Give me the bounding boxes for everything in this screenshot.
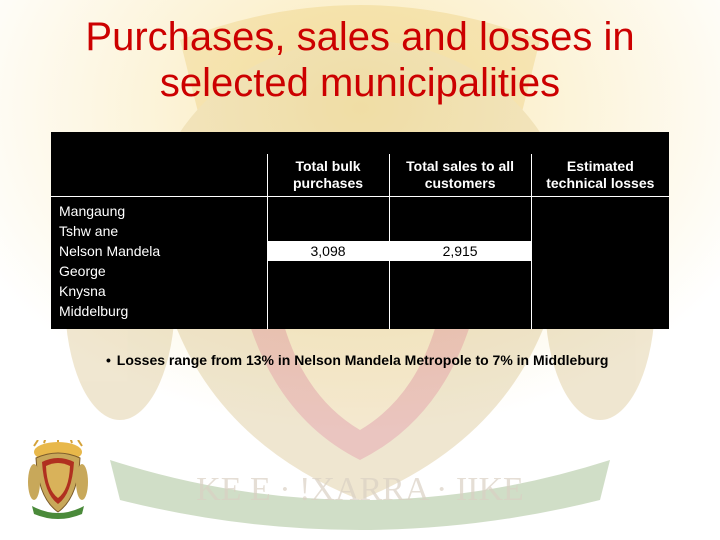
row-name: Knysna	[51, 281, 267, 301]
col-header-name	[51, 154, 267, 196]
table-row: Mangaung 1,063 955 10%	[51, 196, 669, 221]
row-name: Nelson Mandela	[51, 241, 267, 261]
table-body: Mangaung 1,063 955 10% Tshw ane 8,425 7,…	[51, 196, 669, 329]
footnote: • Losses range from 13% in Nelson Mandel…	[106, 351, 684, 369]
coat-of-arms-icon	[24, 440, 92, 520]
col-header-losses: Estimated technical losses	[531, 154, 669, 196]
col-header-sales: Total sales to all customers	[389, 154, 531, 196]
cell-sales: 1,472	[389, 301, 531, 329]
municipality-table: Total bulk purchases Total sales to all …	[51, 154, 669, 329]
cell-bulk: 1,063	[267, 196, 389, 221]
cell-bulk: 3,098	[267, 241, 389, 261]
table-header-row: Total bulk purchases Total sales to all …	[51, 154, 669, 196]
cell-loss: 10%	[531, 221, 669, 241]
table-subtitle: Gwh, 2003/04 – IDP budgets	[51, 132, 669, 154]
table-row: George 330 301 9%	[51, 261, 669, 281]
cell-loss: 10%	[531, 196, 669, 221]
row-name: George	[51, 261, 267, 281]
cell-loss: 9%	[531, 281, 669, 301]
cell-bulk: 8,425	[267, 221, 389, 241]
table-row: Nelson Mandela 3,098 2,915 6%	[51, 241, 669, 261]
cell-sales: 2,915	[389, 241, 531, 261]
col-header-bulk: Total bulk purchases	[267, 154, 389, 196]
cell-sales: 7,584	[389, 221, 531, 241]
cell-bulk: 330	[267, 261, 389, 281]
footnote-text: Losses range from 13% in Nelson Mandela …	[117, 352, 609, 368]
cell-sales: 116	[389, 281, 531, 301]
cell-bulk: 1,583	[267, 301, 389, 329]
data-table-container: Gwh, 2003/04 – IDP budgets Total bulk pu…	[51, 132, 669, 329]
slide-title: Purchases, sales and losses in selected …	[0, 0, 720, 114]
row-name: Middelburg	[51, 301, 267, 329]
table-row: Middelburg 1,583 1,472 7%	[51, 301, 669, 329]
cell-sales: 955	[389, 196, 531, 221]
row-name: Tshw ane	[51, 221, 267, 241]
bullet-icon: •	[106, 351, 111, 369]
cell-loss: 6%	[531, 241, 669, 261]
table-row: Tshw ane 8,425 7,584 10%	[51, 221, 669, 241]
cell-loss: 7%	[531, 301, 669, 329]
cell-bulk: 128	[267, 281, 389, 301]
row-name: Mangaung	[51, 196, 267, 221]
cell-loss: 9%	[531, 261, 669, 281]
cell-sales: 301	[389, 261, 531, 281]
table-row: Knysna 128 116 9%	[51, 281, 669, 301]
